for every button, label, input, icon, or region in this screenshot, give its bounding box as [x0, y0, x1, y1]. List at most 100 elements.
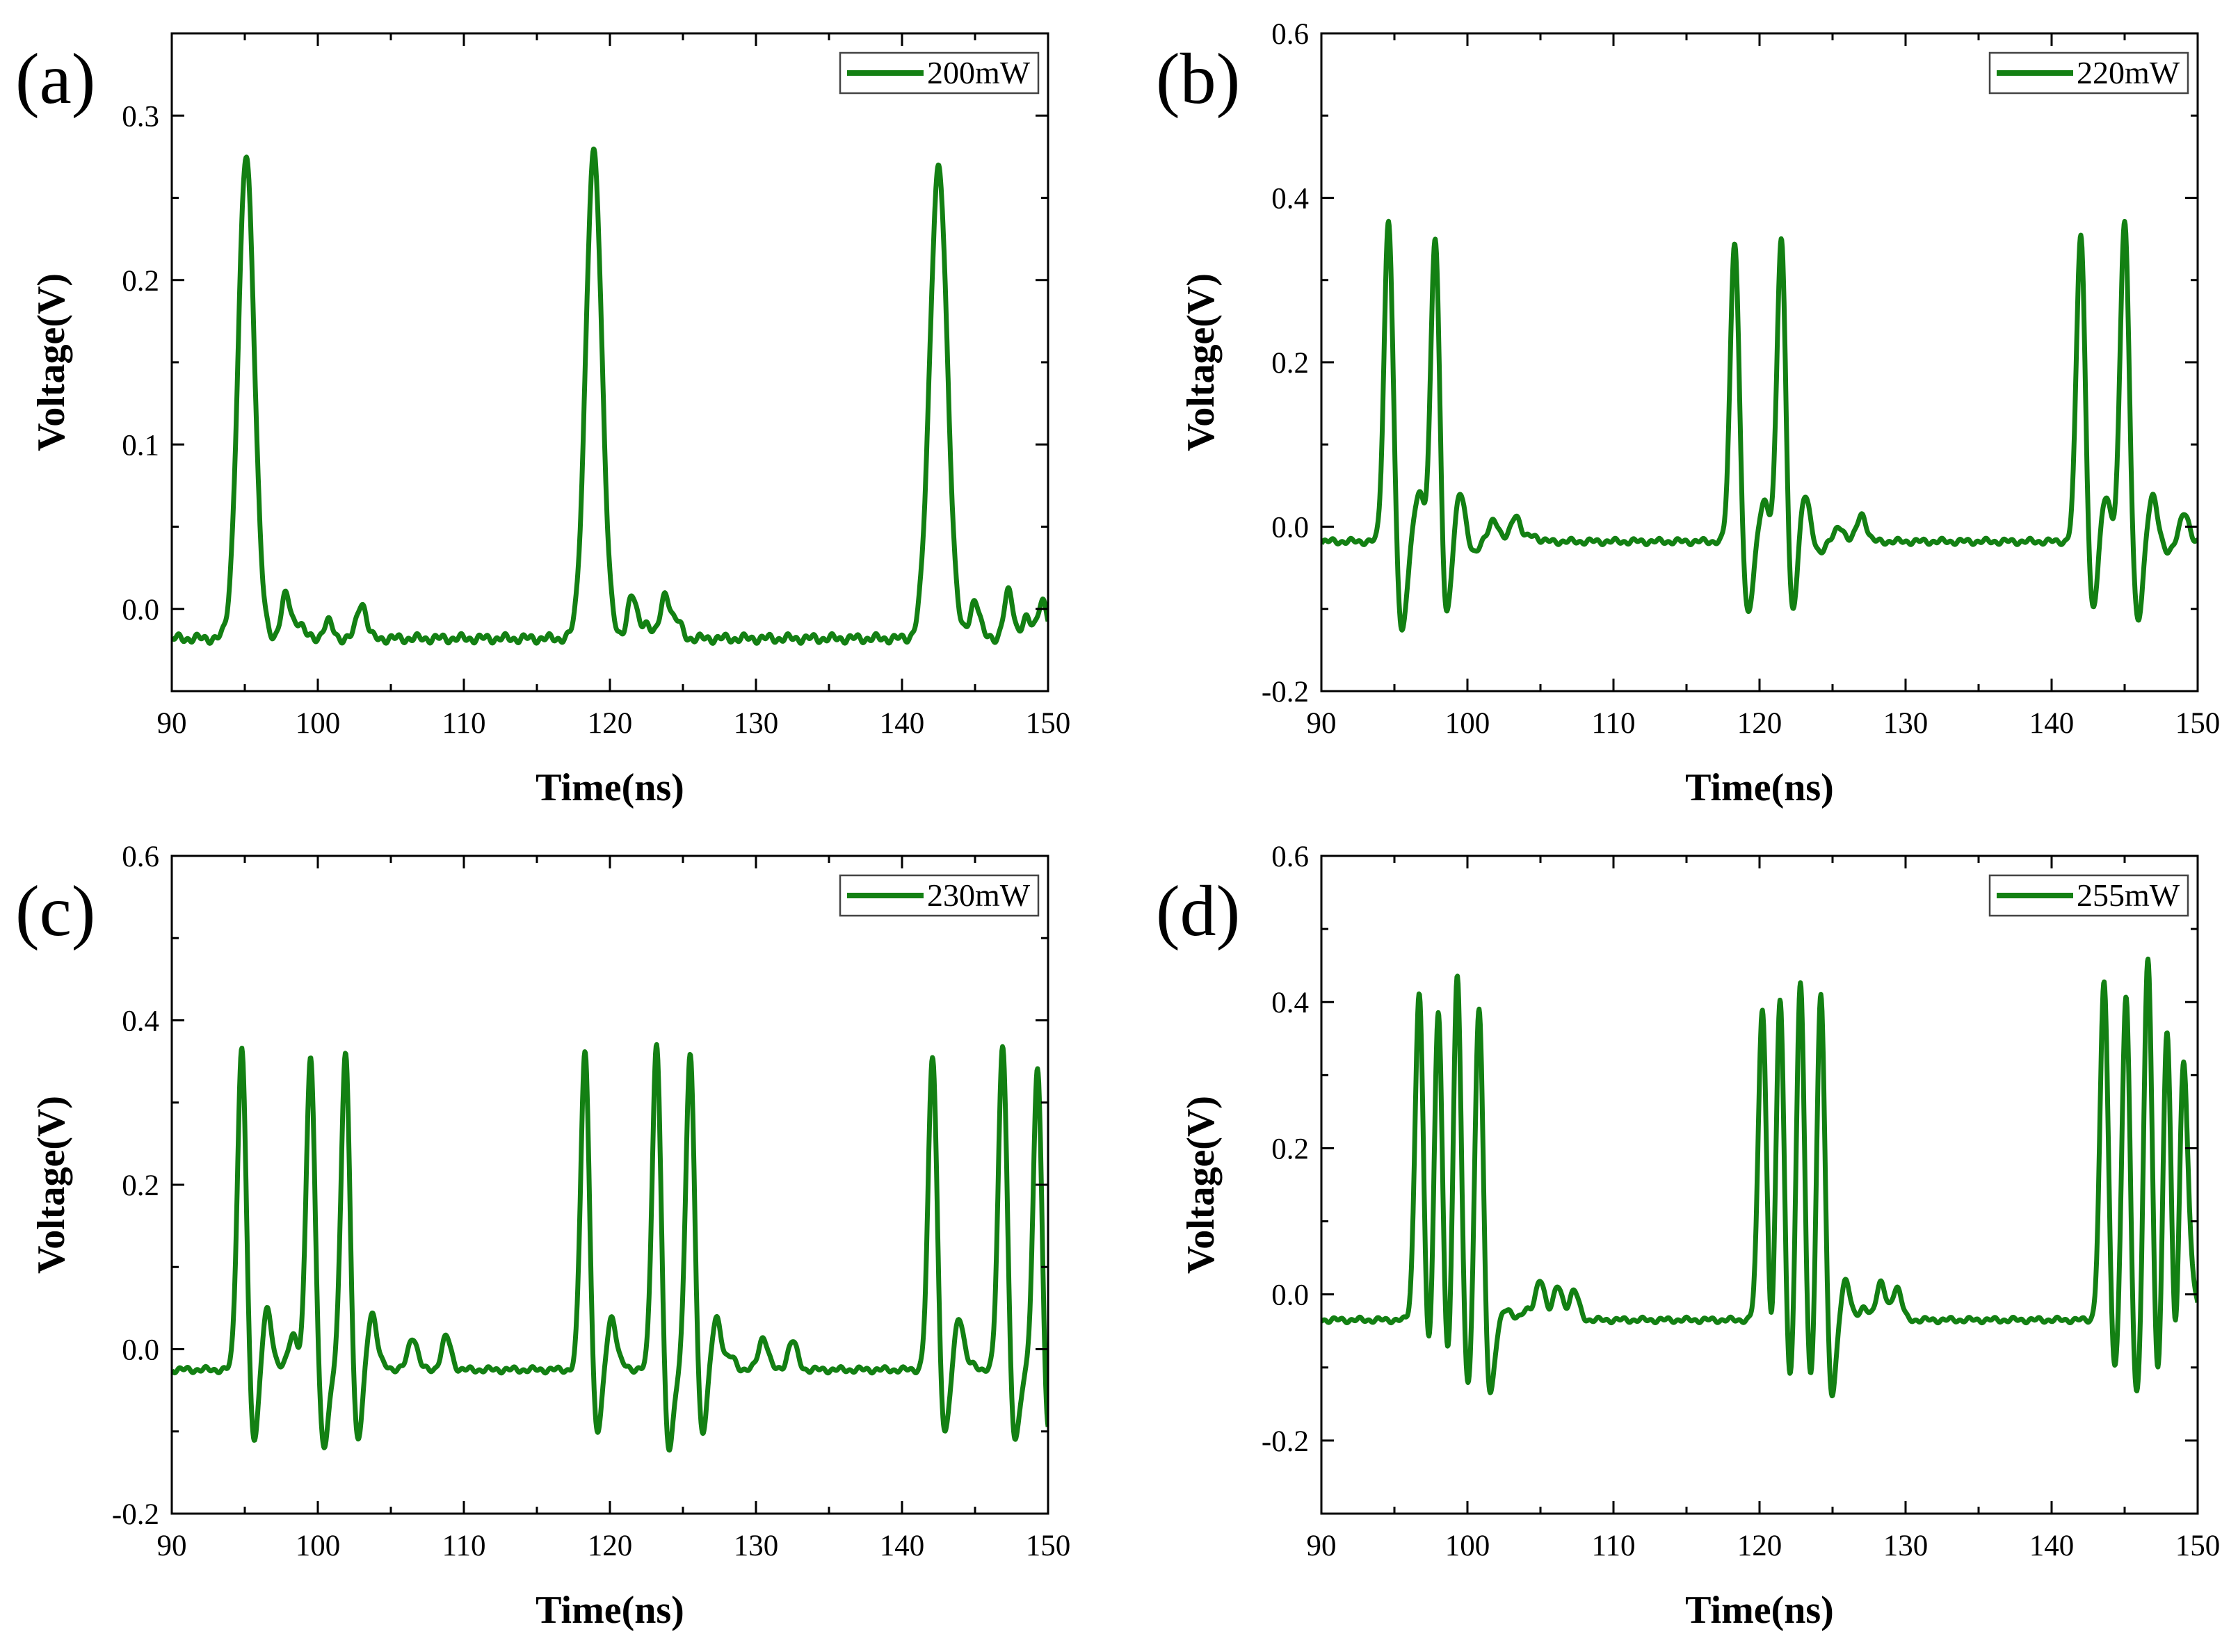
pulse-peak-5	[1761, 1001, 1764, 1003]
pulse-peak-1	[245, 155, 248, 158]
y-tick-label: 0.6	[122, 841, 159, 873]
pulse-peak-5	[2079, 229, 2082, 232]
pulse-peak-3	[937, 167, 940, 170]
pulse-peak-2	[1434, 229, 1437, 232]
pulse-peak-11	[2147, 946, 2150, 948]
x-tick-label: 100	[1445, 707, 1490, 740]
y-tick-label: 0.4	[122, 1005, 159, 1038]
pulse-peak-1	[1418, 986, 1421, 989]
x-tick-label: 140	[880, 1530, 925, 1562]
x-tick-label: 150	[1026, 1530, 1071, 1562]
pulse-peak-6	[1778, 971, 1781, 974]
x-tick-label: 120	[588, 1530, 633, 1562]
x-tick-label: 100	[296, 1530, 341, 1562]
pulse-peak-5	[655, 1039, 658, 1042]
y-axis-label: Voltage(V)	[1180, 273, 1223, 451]
y-tick-label: 0.0	[1271, 512, 1309, 544]
pulse-peak-7	[1799, 968, 1802, 971]
x-tick-label: 140	[2029, 707, 2075, 740]
x-tick-label: 150	[2175, 707, 2221, 740]
y-axis-label: Voltage(V)	[30, 1096, 73, 1274]
y-axis-label: Voltage(V)	[1180, 1096, 1223, 1274]
y-tick-label: -0.2	[112, 1498, 159, 1531]
pulse-peak-1	[1387, 217, 1390, 220]
x-tick-label: 110	[442, 707, 486, 740]
x-tick-label: 150	[2175, 1530, 2221, 1562]
x-tick-label: 130	[734, 1530, 779, 1562]
x-tick-label: 140	[880, 707, 925, 740]
pulse-peak-12	[2166, 1001, 2168, 1003]
y-tick-label: 0.3	[122, 100, 159, 133]
pulse-peak-4	[583, 1048, 586, 1051]
panel-c: 90 100 110 120 130 140 150 -0.2 0.0 0.2 0.4 0.6 Time…	[15, 841, 1070, 1632]
x-tick-label: 130	[734, 707, 779, 740]
y-tick-label: 0.2	[122, 1169, 159, 1202]
y-tick-label: 0.0	[1271, 1279, 1309, 1312]
y-tick-label: 0.1	[122, 429, 159, 462]
x-tick-label: 120	[1737, 1530, 1782, 1562]
panel-d: 90 100 110 120 130 140 150 -0.2 0.0 0.2 0.4 0.6 Time…	[1156, 841, 2220, 1632]
pulse-peak-6	[2123, 217, 2126, 220]
x-tick-label: 90	[157, 1530, 187, 1562]
panel-a: 90 100 110 120 130 140 150 0.0 0.1 0.2 0.3 Time(ns)…	[15, 32, 1070, 809]
y-tick-label: -0.2	[1262, 1425, 1309, 1458]
y-tick-label: -0.2	[1262, 676, 1309, 708]
series-line-230mW	[172, 1042, 1048, 1453]
pulse-peak-4	[1478, 994, 1481, 996]
x-tick-label: 110	[1592, 1530, 1636, 1562]
pulse-peak-9	[2103, 975, 2106, 978]
pulse-peak-8	[1001, 1039, 1004, 1042]
pulse-peak-4	[1780, 229, 1783, 232]
x-tick-label: 110	[1592, 707, 1636, 740]
x-axis-label: Time(ns)	[1685, 766, 1834, 809]
pulse-peak-10	[2125, 986, 2127, 989]
legend-label: 230mW	[927, 877, 1031, 913]
pulse-peak-6	[689, 1052, 692, 1055]
pulse-peak-7	[931, 1052, 934, 1055]
panel-label: (c)	[15, 871, 95, 951]
x-tick-label: 130	[1883, 1530, 1929, 1562]
series-line-200mW	[172, 146, 1048, 646]
pulse-peak-2	[309, 1056, 312, 1059]
x-tick-label: 90	[1307, 707, 1337, 740]
pulse-peak-8	[1819, 979, 1822, 982]
panel-b: 90 100 110 120 130 140 150 -0.2 0.0 0.2 0.4 0.6 Time…	[1156, 18, 2220, 809]
y-axis-label: Voltage(V)	[30, 273, 73, 451]
axes-frame	[1320, 32, 2199, 693]
y-tick-label: 0.6	[1271, 18, 1309, 51]
x-axis-label: Time(ns)	[536, 766, 684, 809]
series-line-255mW	[1321, 956, 2198, 1399]
x-tick-label: 120	[1737, 707, 1782, 740]
y-tick-label: 0.4	[1271, 183, 1309, 216]
x-axis-label: Time(ns)	[1685, 1589, 1834, 1632]
x-tick-label: 100	[296, 707, 341, 740]
legend-label: 255mW	[2077, 877, 2180, 913]
series-line-220mW	[1321, 218, 2198, 633]
x-tick-label: 110	[442, 1530, 486, 1562]
y-tick-label: 0.4	[1271, 987, 1309, 1019]
legend-label: 220mW	[2077, 55, 2180, 90]
x-tick-label: 130	[1883, 707, 1929, 740]
y-tick-label: 0.0	[122, 594, 159, 626]
x-tick-label: 120	[588, 707, 633, 740]
y-tick-label: 0.2	[122, 265, 159, 298]
x-axis-label: Time(ns)	[536, 1589, 684, 1632]
legend-label: 200mW	[927, 55, 1031, 90]
pulse-peak-2	[593, 152, 595, 155]
panel-label: (a)	[15, 39, 95, 119]
y-tick-label: 0.6	[1271, 841, 1309, 873]
panel-label: (b)	[1156, 39, 1240, 119]
x-tick-label: 90	[1307, 1530, 1337, 1562]
y-tick-label: 0.2	[1271, 347, 1309, 380]
axes-frame	[170, 855, 1049, 1515]
x-tick-label: 100	[1445, 1530, 1490, 1562]
pulse-peak-2	[1437, 994, 1440, 996]
pulse-peak-13	[2182, 1044, 2184, 1047]
pulse-peak-3	[1733, 238, 1736, 241]
pulse-peak-1	[241, 1044, 243, 1046]
x-tick-label: 90	[157, 707, 187, 740]
x-tick-label: 140	[2029, 1530, 2075, 1562]
y-tick-label: 0.2	[1271, 1133, 1309, 1165]
panel-label: (d)	[1156, 871, 1240, 951]
